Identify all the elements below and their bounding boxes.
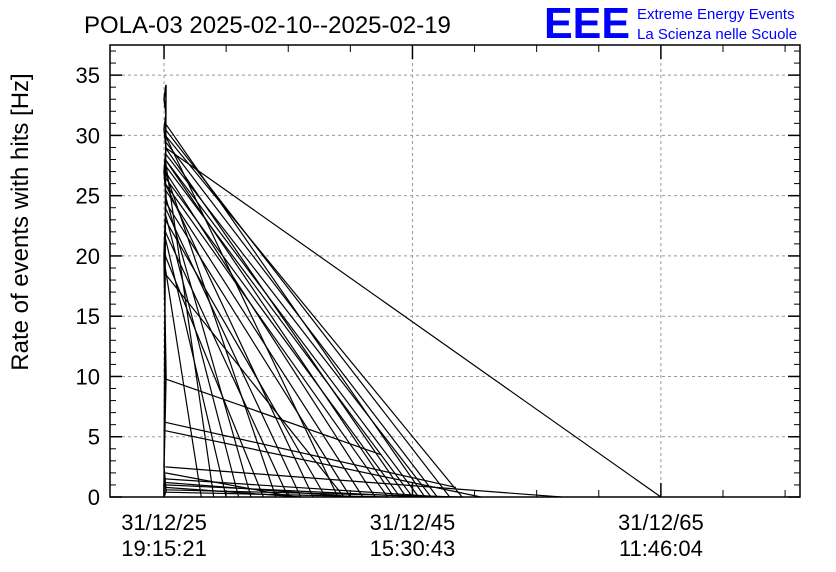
y-tick-label: 0: [88, 485, 100, 510]
plot-frame: [109, 44, 801, 498]
eee-logo-line2: La Scienza nelle Scuole: [637, 26, 797, 43]
y-tick-label: 25: [76, 184, 100, 209]
data-segment: [165, 486, 301, 498]
data-segment: [164, 273, 345, 498]
data-segment: [164, 122, 426, 498]
data-segment: [165, 430, 481, 498]
data-segment: [164, 171, 376, 498]
axis-ticks: [110, 45, 800, 498]
x-tick-date: 31/12/45: [370, 510, 456, 535]
data-segment: [164, 267, 202, 498]
data-lines: [163, 84, 662, 498]
data-segment: [164, 183, 389, 498]
data-segment: [164, 213, 240, 498]
y-tick-label: 20: [76, 244, 100, 269]
data-segment: [165, 478, 444, 498]
eee-logo-mark: EEE: [544, 0, 630, 48]
y-tick-label: 30: [76, 123, 100, 148]
data-segment: [164, 147, 662, 498]
data-segment: [164, 201, 351, 498]
eee-logo-line1: Extreme Energy Events: [637, 6, 795, 23]
data-segment: [164, 255, 264, 498]
data-segment: [164, 207, 302, 498]
data-segment: [164, 171, 277, 498]
x-tick-date: 31/12/65: [618, 510, 704, 535]
spike-line: [163, 84, 167, 498]
x-tick-time: 15:30:43: [370, 536, 456, 561]
y-tick-label: 5: [88, 425, 100, 450]
data-segment: [164, 159, 420, 498]
data-segment: [164, 159, 395, 498]
data-segment: [164, 135, 339, 498]
data-segment: [164, 183, 314, 498]
y-tick-label: 35: [76, 63, 100, 88]
data-segment: [164, 159, 215, 498]
eee-logo: EEE Extreme Energy Events La Scienza nel…: [544, 0, 797, 48]
data-segment: [165, 466, 562, 498]
y-tick-labels: 0 5 10 15 20 25 30 35: [76, 63, 100, 510]
data-segment: [164, 219, 327, 498]
data-segment: [165, 421, 457, 488]
data-segment: [164, 135, 463, 498]
grid-lines: [110, 45, 800, 497]
y-tick-label: 15: [76, 304, 100, 329]
data-segment: [164, 177, 401, 498]
data-segment: [164, 195, 252, 498]
data-segment: [164, 231, 289, 498]
x-tick-time: 11:46:04: [619, 536, 703, 561]
data-segment: [164, 147, 407, 498]
y-tick-label: 10: [76, 364, 100, 389]
x-tick-date: 31/12/25: [121, 510, 207, 535]
y-axis-label: Rate of events with hits [Hz]: [7, 73, 34, 370]
data-segment: [165, 378, 382, 456]
x-tick-time: 19:15:21: [121, 536, 207, 561]
chart-title: POLA-03 2025-02-10--2025-02-19: [84, 12, 451, 39]
